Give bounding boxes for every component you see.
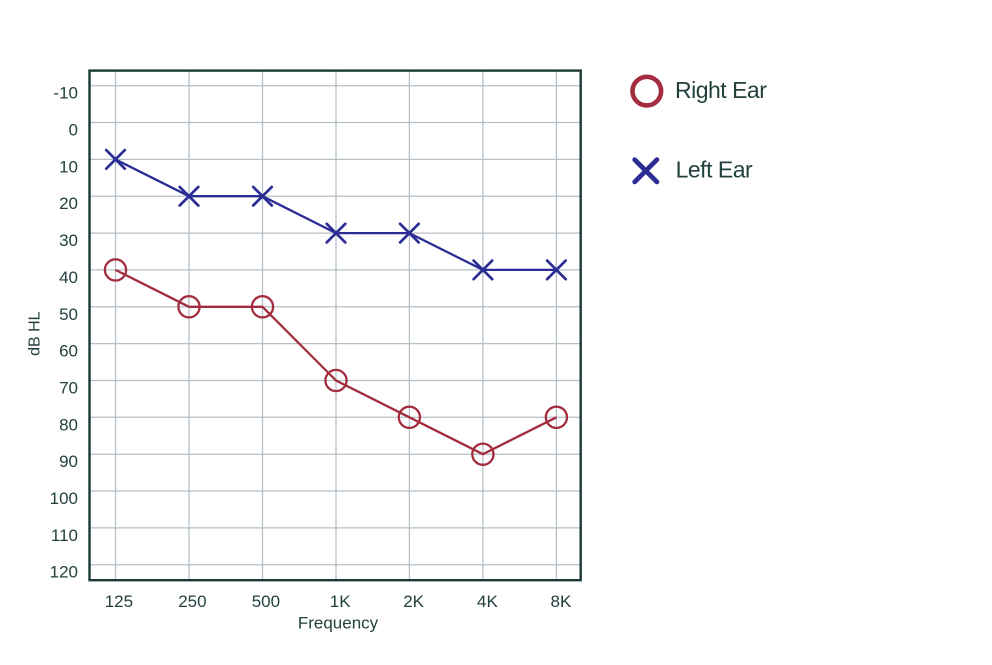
svg-text:90: 90 <box>59 452 78 471</box>
svg-text:-10: -10 <box>53 84 78 103</box>
svg-text:125: 125 <box>105 592 133 611</box>
svg-text:30: 30 <box>59 231 78 250</box>
svg-text:80: 80 <box>59 415 78 434</box>
svg-text:8K: 8K <box>551 592 572 611</box>
svg-text:2K: 2K <box>403 592 424 611</box>
svg-text:0: 0 <box>69 121 78 140</box>
svg-text:20: 20 <box>59 194 78 213</box>
svg-text:500: 500 <box>252 592 280 611</box>
svg-text:250: 250 <box>178 592 206 611</box>
svg-text:1K: 1K <box>330 592 351 611</box>
svg-text:Left Ear: Left Ear <box>676 157 753 183</box>
svg-text:4K: 4K <box>477 592 498 611</box>
svg-text:Frequency: Frequency <box>298 614 379 633</box>
svg-text:10: 10 <box>59 157 78 176</box>
svg-text:50: 50 <box>59 305 78 324</box>
svg-text:dB HL: dB HL <box>26 311 43 356</box>
svg-text:60: 60 <box>59 342 78 361</box>
svg-text:100: 100 <box>50 489 78 508</box>
svg-text:70: 70 <box>59 379 78 398</box>
svg-text:120: 120 <box>50 563 78 582</box>
svg-text:110: 110 <box>51 526 78 545</box>
svg-text:40: 40 <box>59 268 78 287</box>
svg-text:Right Ear: Right Ear <box>675 77 767 103</box>
